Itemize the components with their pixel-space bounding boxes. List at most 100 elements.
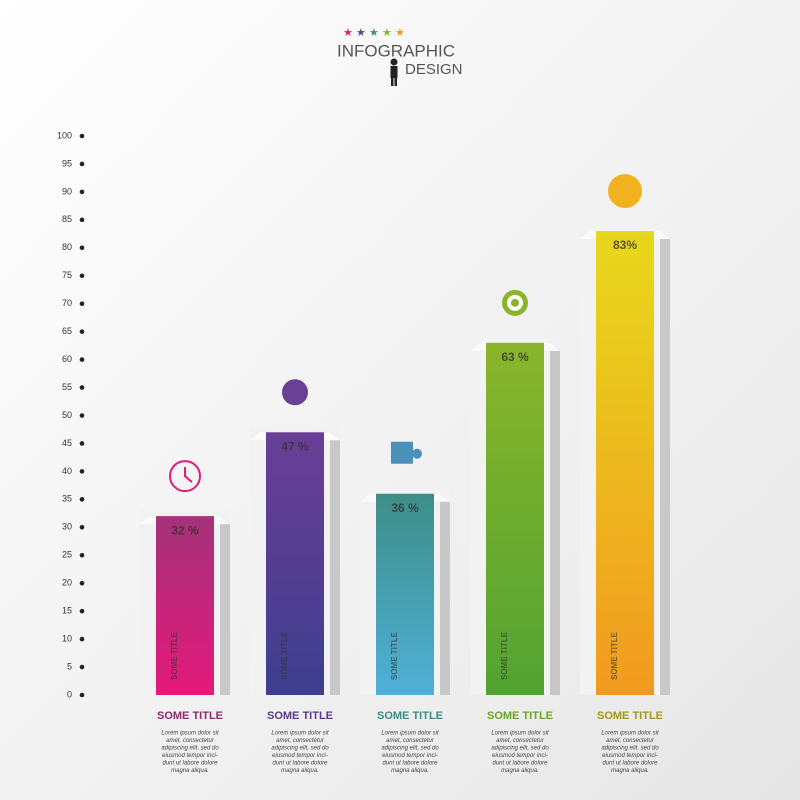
tick-dot <box>79 357 85 362</box>
y-tick-label: 100 <box>57 130 72 140</box>
tick-dot <box>79 664 85 670</box>
y-tick-label: 25 <box>62 550 72 560</box>
bar-side <box>550 342 560 695</box>
description: amet, consectetur <box>276 738 325 744</box>
description: Lorem ipsum dolor sit <box>381 731 439 737</box>
y-tick-label: 15 <box>62 606 72 616</box>
description: eiusmod tempor inci- <box>162 753 218 759</box>
bar-side <box>440 493 450 695</box>
description: adipiscing elit, sed do <box>271 746 329 752</box>
stars: ★ ★ ★ ★ ★ <box>343 27 405 39</box>
svg-text:★: ★ <box>395 27 405 39</box>
tick-dot <box>79 189 85 195</box>
svg-text:★: ★ <box>369 27 379 39</box>
y-tick-label: 5 <box>67 661 72 671</box>
bar <box>156 516 214 695</box>
icon <box>608 174 642 209</box>
tick-dot <box>79 273 85 279</box>
description: adipiscing elit, sed do <box>161 746 219 752</box>
description: eiusmod tempor inci- <box>602 753 658 759</box>
tick-dot <box>79 552 85 558</box>
y-tick-label: 50 <box>62 410 72 420</box>
description: adipiscing elit, sed do <box>601 746 659 752</box>
description: magna aliqua. <box>281 768 319 774</box>
y-tick-label: 30 <box>62 522 72 532</box>
x-tick-label: SOME TITLE <box>267 710 333 722</box>
y-tick-label: 70 <box>62 298 72 308</box>
icon <box>184 467 193 483</box>
bar-side <box>220 516 230 695</box>
svg-text:★: ★ <box>343 27 353 39</box>
description: amet, consectetur <box>386 738 435 744</box>
y-tick-label: 90 <box>62 186 72 196</box>
bar-label: SOME TITLE <box>500 631 509 680</box>
tick-dot <box>79 441 85 446</box>
icon <box>169 460 201 493</box>
description: eiusmod tempor inci- <box>492 753 548 759</box>
description: dunt ut labore dolore <box>602 761 658 767</box>
description: magna aliqua. <box>391 768 429 774</box>
y-tick-label: 75 <box>62 270 72 280</box>
tick-dot <box>79 301 85 307</box>
x-tick-label: SOME TITLE <box>377 710 443 722</box>
bar-side <box>660 231 670 695</box>
tick-dot <box>79 580 85 586</box>
svg-text:★: ★ <box>356 27 366 39</box>
y-tick-label: 60 <box>62 354 72 364</box>
description: Lorem ipsum dolor sit <box>161 731 219 737</box>
description: dunt ut labore dolore <box>162 761 218 767</box>
description: eiusmod tempor inci- <box>382 753 438 759</box>
tick-dot <box>79 469 85 474</box>
bar <box>376 493 434 695</box>
tick-dot <box>79 636 85 642</box>
description: eiusmod tempor inci- <box>272 753 328 759</box>
x-tick-label: SOME TITLE <box>597 710 663 722</box>
description: adipiscing elit, sed do <box>491 746 549 752</box>
description: Lorem ipsum dolor sit <box>271 731 329 737</box>
tick-dot <box>79 245 85 251</box>
tick-dot <box>79 497 85 502</box>
x-tick-label: SOME TITLE <box>157 710 223 722</box>
person-icon <box>390 58 398 86</box>
icon <box>412 448 422 459</box>
y-tick-label: 20 <box>62 578 72 588</box>
chart-subtitle: DESIGN <box>405 61 463 78</box>
icon <box>391 441 413 464</box>
value-label: 83% <box>613 238 637 252</box>
description: amet, consectetur <box>606 738 655 744</box>
tick-dot <box>79 608 85 614</box>
y-tick-label: 80 <box>62 242 72 252</box>
bar-label: SOME TITLE <box>610 631 619 680</box>
bar <box>486 342 544 695</box>
tick-dot <box>79 133 85 139</box>
y-tick-label: 40 <box>62 466 72 476</box>
y-tick-label: 55 <box>62 382 72 392</box>
bar-label: SOME TITLE <box>390 631 399 680</box>
description: dunt ut labore dolore <box>272 761 328 767</box>
y-tick-label: 35 <box>62 494 72 504</box>
y-tick-label: 85 <box>62 214 72 224</box>
x-tick-label: SOME TITLE <box>487 710 553 722</box>
tick-dot <box>79 217 85 223</box>
chart-title: INFOGRAPHIC <box>337 41 455 60</box>
description: magna aliqua. <box>171 768 209 774</box>
description: magna aliqua. <box>501 768 539 774</box>
description: amet, consectetur <box>496 738 545 744</box>
y-tick-label: 0 <box>67 689 72 699</box>
description: amet, consectetur <box>166 738 215 744</box>
description: Lorem ipsum dolor sit <box>601 731 659 737</box>
y-tick-label: 65 <box>62 326 72 336</box>
value-label: 32 % <box>171 523 199 537</box>
svg-text:★: ★ <box>382 27 392 39</box>
y-tick-label: 10 <box>62 633 72 643</box>
description: dunt ut labore dolore <box>382 761 438 767</box>
bar-label: SOME TITLE <box>170 631 179 680</box>
bar <box>266 432 324 695</box>
tick-dot <box>79 692 85 698</box>
tick-dot <box>79 385 85 390</box>
value-label: 47 % <box>281 439 309 453</box>
description: Lorem ipsum dolor sit <box>491 731 549 737</box>
tick-dot <box>79 329 85 334</box>
tick-dot <box>79 413 85 418</box>
y-tick-label: 45 <box>62 438 72 448</box>
